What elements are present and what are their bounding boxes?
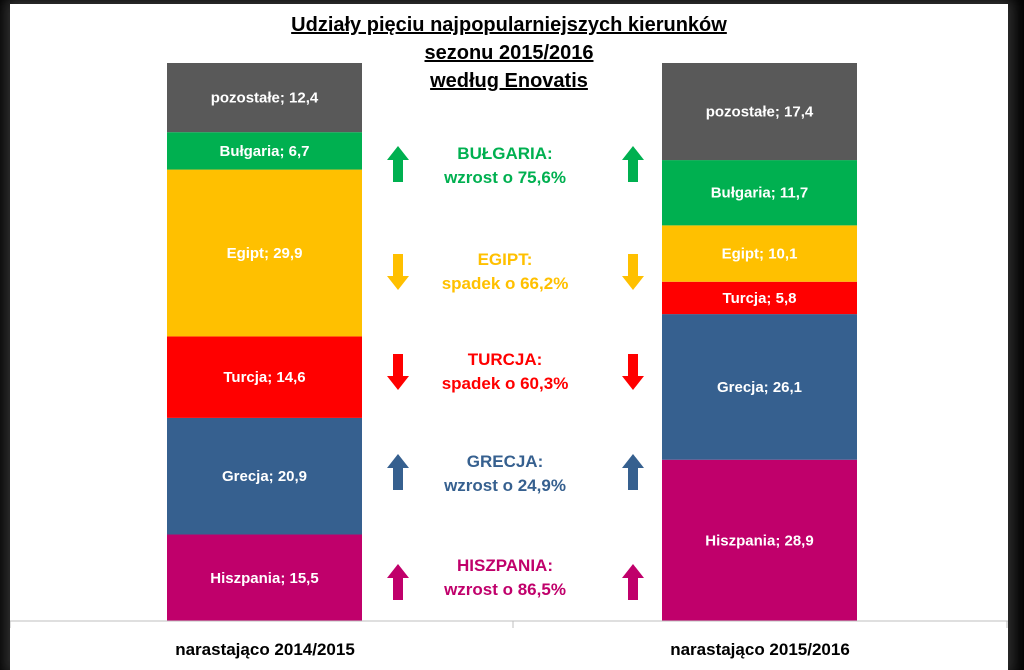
annotation-grecja: GRECJA: wzrost o 24,9% <box>410 450 600 498</box>
data-label-turcja-2015-2016: Turcja; 5,8 <box>723 290 797 307</box>
bar-egipt-2014-2015 <box>167 169 362 337</box>
stacked-bar-chart: Hiszpania; 15,5 Grecja; 20,9 Turcja; 14,6 E… <box>10 63 1008 659</box>
bar-turcja-2015-2016 <box>662 281 857 315</box>
chart-title-line-1: Udziały pięciu najpopularniejszych kieru… <box>291 14 727 36</box>
bar-pozostale-2014-2015 <box>167 63 362 133</box>
annotation-bulgaria: BUŁGARIA: wzrost o 75,6% <box>410 142 600 190</box>
bar-egipt-2015-2016 <box>662 225 857 282</box>
x-tick-label-2015-2016: narastająco 2015/2016 <box>670 640 850 659</box>
bar-pozostale-2015-2016 <box>662 63 857 161</box>
annotation-egipt: EGIPT: spadek o 66,2% <box>410 248 600 296</box>
chart-title-line-3: według Enovatis <box>430 70 588 92</box>
bar-grecja-2015-2016 <box>662 314 857 460</box>
bar-hiszpania-2015-2016 <box>662 459 857 621</box>
x-tick-label-2014-2015: narastająco 2014/2015 <box>175 640 355 659</box>
data-label-hiszpania-2014-2015: Hiszpania; 15,5 <box>210 570 318 587</box>
bar-bulgaria-2015-2016 <box>662 160 857 226</box>
bar-turcja-2014-2015 <box>167 336 362 418</box>
arrow-down-icon <box>387 254 409 290</box>
chart-title-line-2: sezonu 2015/2016 <box>424 42 594 64</box>
annotation-egipt-country: EGIPT: <box>477 250 533 269</box>
arrow-up-icon <box>387 454 409 490</box>
arrows-group <box>387 146 644 600</box>
annotation-turcja-change: spadek o 60,3% <box>441 374 569 393</box>
annotation-egipt-change: spadek o 66,2% <box>441 274 569 293</box>
data-label-pozostale-2014-2015: pozostałe; 12,4 <box>211 90 319 107</box>
data-label-hiszpania-2015-2016: Hiszpania; 28,9 <box>705 532 813 549</box>
arrow-down-icon <box>622 254 644 290</box>
arrow-up-icon <box>622 146 644 182</box>
data-label-egipt-2015-2016: Egipt; 10,1 <box>722 246 798 263</box>
annotation-hiszpania: HISZPANIA: wzrost o 86,5% <box>410 554 600 602</box>
arrow-up-icon <box>387 564 409 600</box>
annotation-turcja-country: TURCJA: <box>467 350 543 369</box>
data-label-bulgaria-2014-2015: Bułgaria; 6,7 <box>219 143 309 160</box>
data-label-turcja-2014-2015: Turcja; 14,6 <box>223 369 305 386</box>
annotation-bulgaria-change: wzrost o 75,6% <box>444 168 566 187</box>
bar-grecja-2014-2015 <box>167 417 362 535</box>
annotation-hiszpania-change: wzrost o 86,5% <box>444 580 566 599</box>
arrow-up-icon <box>622 454 644 490</box>
data-label-egipt-2014-2015: Egipt; 29,9 <box>227 245 303 262</box>
annotation-turcja: TURCJA: spadek o 60,3% <box>410 348 600 396</box>
data-label-pozostale-2015-2016: pozostałe; 17,4 <box>706 104 814 121</box>
data-label-bulgaria-2015-2016: Bułgaria; 11,7 <box>711 185 809 202</box>
arrow-up-icon <box>622 564 644 600</box>
bar-hiszpania-2014-2015 <box>167 534 362 621</box>
arrow-down-icon <box>622 354 644 390</box>
arrow-up-icon <box>387 146 409 182</box>
bar-bulgaria-2014-2015 <box>167 132 362 170</box>
data-label-grecja-2014-2015: Grecja; 20,9 <box>222 468 307 485</box>
arrow-down-icon <box>387 354 409 390</box>
annotation-grecja-change: wzrost o 24,9% <box>444 476 566 495</box>
annotation-bulgaria-country: BUŁGARIA: <box>457 144 553 163</box>
chart-frame: Hiszpania; 15,5 Grecja; 20,9 Turcja; 14,6 E… <box>10 4 1008 670</box>
annotation-grecja-country: GRECJA: <box>466 452 544 471</box>
data-label-grecja-2015-2016: Grecja; 26,1 <box>717 379 802 396</box>
bars-group: Hiszpania; 15,5 Grecja; 20,9 Turcja; 14,6 E… <box>167 63 857 621</box>
annotation-hiszpania-country: HISZPANIA: <box>456 556 553 575</box>
